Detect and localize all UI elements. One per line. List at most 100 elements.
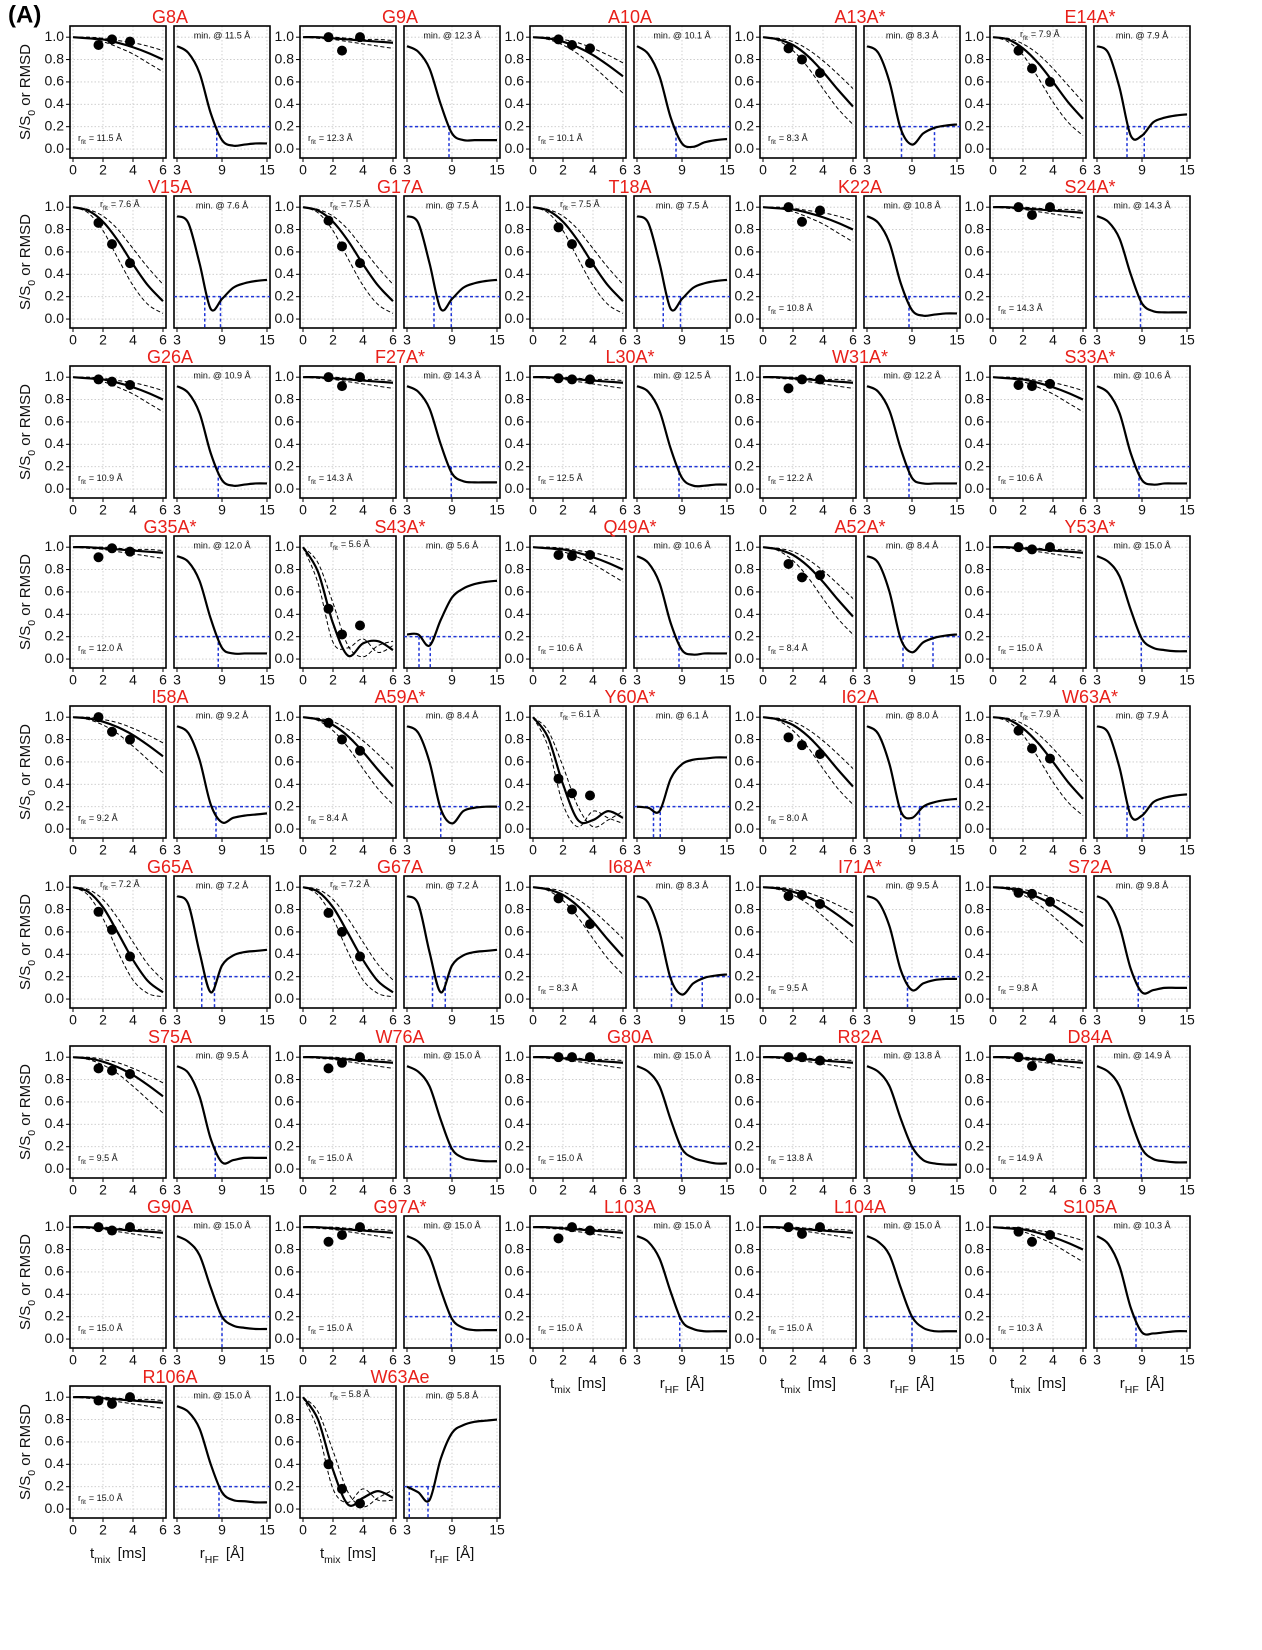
plot-frame — [173, 875, 271, 1009]
y-tick-label: 0.0 — [965, 820, 985, 836]
plot-frame — [299, 705, 397, 839]
data-point — [323, 1236, 334, 1247]
rfit-label-sub: fit — [771, 479, 776, 486]
plot-frame — [173, 365, 271, 499]
x-tick-label: 2 — [99, 332, 107, 348]
plot-frame — [989, 705, 1087, 839]
x-tick-label: 2 — [789, 1352, 797, 1368]
rfit-label-rest: = 7.9 Å — [1031, 29, 1060, 39]
plot-frame — [69, 875, 167, 1009]
rfit-label-rest: = 15.0 Å — [319, 1153, 353, 1163]
y-tick-label: 0.2 — [505, 1307, 525, 1323]
x-tick-label: 4 — [359, 842, 367, 858]
data-point — [355, 745, 365, 756]
y-axis-label: S/S0 or RMSD — [17, 384, 38, 480]
y-tick-label: 0.8 — [735, 1070, 755, 1086]
y-tick-label: 0.2 — [505, 287, 525, 303]
y-tick-label: 1.0 — [275, 708, 295, 724]
data-point — [585, 919, 595, 930]
fit-curve — [992, 206, 1084, 214]
x-tick-label: 3 — [633, 1352, 641, 1368]
x-axis-label-sub: HF — [895, 1384, 909, 1396]
y-tick-label: 0.8 — [505, 50, 525, 66]
plot-frame — [1093, 535, 1191, 669]
y-tick-label: 0.8 — [275, 1070, 295, 1086]
data-point — [355, 1052, 365, 1063]
panel-title: T18A — [608, 177, 651, 197]
y-tick-label: 0.6 — [505, 243, 525, 259]
panel-title: V15A — [148, 177, 192, 197]
x-axis-label-rest: [Å] — [452, 1545, 475, 1562]
x-tick-label: 3 — [173, 842, 181, 858]
bound-curve — [762, 716, 854, 770]
x-axis-label: rHF [Å] — [200, 1545, 245, 1566]
x-tick-label: 9 — [1138, 1352, 1146, 1368]
rmsd-curve — [1096, 45, 1188, 141]
rfit-label: rfit = 12.2 Å — [768, 473, 813, 486]
panel-title: A10A — [608, 7, 652, 27]
bound-curve — [532, 886, 624, 975]
rmsd-curve — [866, 1235, 957, 1333]
panel-title: S43A* — [374, 517, 425, 537]
y-tick-label: 0.4 — [45, 945, 65, 961]
data-point — [553, 1052, 564, 1063]
rmsd-curve — [176, 555, 267, 655]
rfit-label-main: r — [538, 983, 541, 993]
y-tick-label: 0.8 — [45, 1410, 65, 1426]
x-axis-label-main: t — [780, 1375, 785, 1392]
data-point — [355, 620, 365, 631]
y-tick-label: 0.2 — [505, 627, 525, 643]
x-tick-label: 3 — [1093, 672, 1101, 688]
x-tick-label: 0 — [69, 332, 77, 348]
y-tick-label: 0.0 — [965, 480, 985, 496]
y-tick-label: 0.0 — [45, 1500, 65, 1516]
y-tick-label: 0.8 — [275, 50, 295, 66]
y-tick-label: 0.4 — [965, 1285, 985, 1301]
rfit-label-rest: = 5.8 Å — [341, 1389, 370, 1399]
x-tick-label: 3 — [633, 502, 641, 518]
x-tick-label: 9 — [678, 332, 686, 348]
y-tick-label: 1.0 — [505, 1048, 525, 1064]
x-tick-label: 0 — [529, 1012, 537, 1028]
data-point — [797, 890, 807, 901]
x-tick-label: 6 — [849, 1012, 857, 1028]
data-point — [323, 1063, 334, 1074]
data-point — [323, 372, 334, 383]
data-point — [553, 222, 564, 233]
data-point — [323, 215, 334, 226]
y-tick-label: 0.4 — [965, 95, 985, 111]
rfit-label-sub: fit — [563, 205, 568, 212]
fit-curve — [532, 716, 624, 825]
y-tick-label: 1.0 — [735, 1048, 755, 1064]
plot-frame — [633, 535, 731, 669]
x-tick-label: 6 — [619, 162, 627, 178]
rfit-label: rfit = 15.0 Å — [78, 1493, 123, 1506]
rfit-label-sub: fit — [563, 715, 568, 722]
x-tick-label: 6 — [389, 842, 397, 858]
y-tick-label: 0.4 — [505, 945, 525, 961]
bound-curve — [762, 206, 854, 222]
rfit-label-main: r — [78, 813, 81, 823]
y-tick-label: 1.0 — [965, 878, 985, 894]
x-tick-label: 2 — [329, 162, 337, 178]
x-tick-label: 2 — [99, 1182, 107, 1198]
y-axis-label: S/S0 or RMSD — [17, 894, 38, 990]
x-tick-label: 0 — [299, 162, 307, 178]
y-tick-label: 0.0 — [505, 480, 525, 496]
rmsd-curve — [176, 215, 268, 312]
x-tick-label: 15 — [949, 1182, 965, 1198]
data-point — [337, 926, 347, 937]
y-tick-label: 0.4 — [505, 95, 525, 111]
y-tick-label: 1.0 — [275, 28, 295, 44]
fit-curve — [992, 1226, 1084, 1251]
x-axis-label-rest: [Å] — [682, 1375, 705, 1392]
plot-frame — [173, 195, 271, 329]
y-tick-label: 1.0 — [965, 1218, 985, 1234]
y-tick-label: 0.0 — [965, 990, 985, 1006]
rfit-label-rest: = 7.5 Å — [571, 199, 600, 209]
x-tick-label: 2 — [559, 332, 567, 348]
data-point — [323, 32, 334, 43]
y-tick-label: 0.0 — [735, 990, 755, 1006]
x-tick-label: 6 — [619, 1182, 627, 1198]
y-tick-label: 0.2 — [505, 1137, 525, 1153]
